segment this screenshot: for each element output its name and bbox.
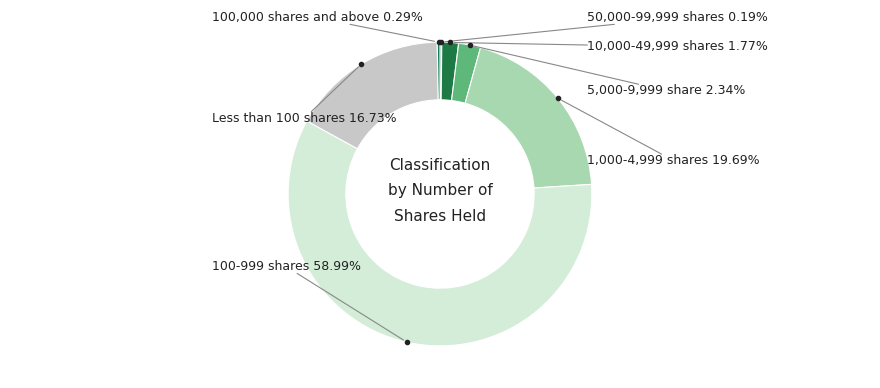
Text: Less than 100 shares 16.73%: Less than 100 shares 16.73% <box>212 67 397 125</box>
Wedge shape <box>288 121 592 346</box>
Text: 100,000 shares and above 0.29%: 100,000 shares and above 0.29% <box>212 11 435 41</box>
Wedge shape <box>441 42 458 100</box>
Wedge shape <box>451 43 480 103</box>
Text: 100-999 shares 58.99%: 100-999 shares 58.99% <box>212 260 403 340</box>
Text: 50,000-99,999 shares 0.19%: 50,000-99,999 shares 0.19% <box>445 11 768 42</box>
Wedge shape <box>307 42 438 149</box>
Text: Classification
by Number of
Shares Held: Classification by Number of Shares Held <box>387 158 493 224</box>
Wedge shape <box>440 42 442 100</box>
Wedge shape <box>437 42 440 100</box>
Text: 1,000-4,999 shares 19.69%: 1,000-4,999 shares 19.69% <box>561 100 760 167</box>
Text: 10,000-49,999 shares 1.77%: 10,000-49,999 shares 1.77% <box>454 40 768 53</box>
Wedge shape <box>466 48 591 188</box>
Text: 5,000-9,999 share 2.34%: 5,000-9,999 share 2.34% <box>473 46 745 97</box>
